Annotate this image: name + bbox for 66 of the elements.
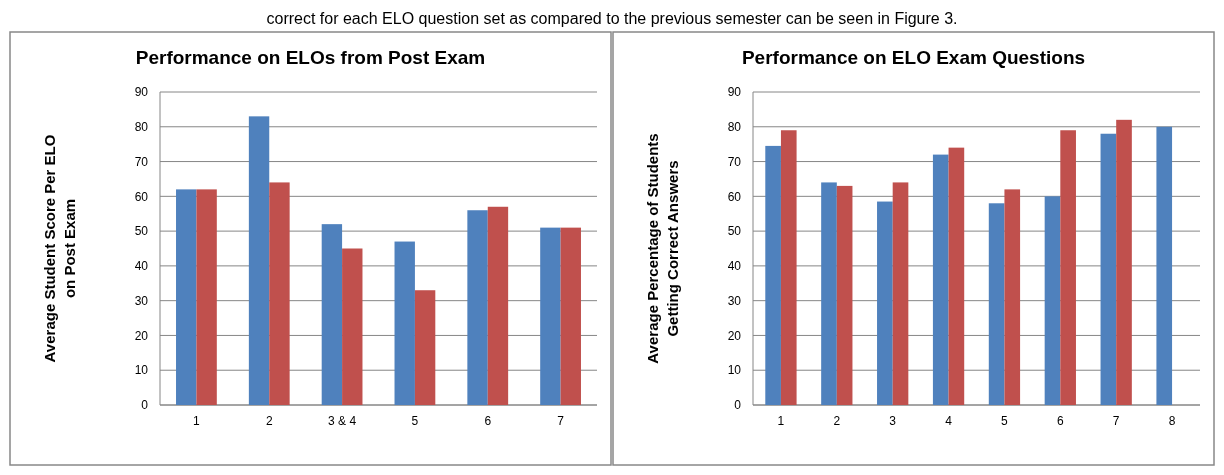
y-tick-label: 80 [134,119,149,134]
y-tick-label: 60 [727,189,742,204]
bar [1156,126,1173,405]
bar [988,203,1005,405]
bar [1116,119,1132,405]
bar [321,224,343,405]
y-tick-label: 40 [727,259,742,274]
bar [176,189,197,405]
y-tick-label: 80 [727,119,742,134]
x-tick-label: 5 [1001,414,1009,428]
bar [1004,189,1021,405]
x-tick-label: 3 & 4 [328,414,357,428]
chart-title: Performance on ELOs from Post Exam [135,47,486,68]
x-tick-label: 8 [1168,414,1176,428]
x-tick-label: 2 [833,414,841,428]
bar [414,290,436,405]
y-axis-title: Average Percentage of Students Getting Correct Answers [644,133,681,364]
y-tick-label: 20 [727,328,742,343]
bar [342,248,363,405]
bar [765,145,781,405]
x-tick-label: 2 [265,414,273,428]
text: correct for each ELO question set as compared to the previous semester can be seen in Figure 3. [266,10,958,27]
bar [821,182,837,405]
y-tick-label: 50 [134,224,149,239]
x-tick-label: 7 [1112,414,1120,428]
y-tick-label: 90 [727,85,742,100]
x-tick-label: 4 [945,414,953,428]
bar [248,116,270,405]
bar [948,147,965,405]
y-tick-label: 0 [141,398,149,413]
y-tick-label: 10 [134,363,149,378]
bar [540,227,561,405]
y-tick-label: 30 [727,293,742,308]
y-tick-label: 70 [727,154,742,169]
bar [467,210,488,405]
bar [1060,130,1076,405]
x-tick-label: 1 [777,414,785,428]
x-tick-label: 7 [557,414,565,428]
chart-title: Performance on ELO Exam Questions [741,47,1086,68]
x-tick-label: 5 [411,414,419,428]
bar [269,182,290,405]
y-tick-label: 10 [727,363,742,378]
y-tick-label: 30 [134,293,149,308]
y-tick-label: 40 [134,259,149,274]
x-tick-label: 6 [1056,414,1064,428]
bar [394,241,415,405]
y-tick-label: 0 [734,398,742,413]
bar [892,182,909,405]
bar [196,189,217,405]
bar [932,154,949,405]
x-tick-label: 3 [889,414,897,428]
y-tick-label: 60 [134,189,149,204]
bar [1044,196,1061,405]
bar [877,201,893,405]
x-tick-label: 1 [193,414,201,428]
bar [780,130,797,405]
x-tick-label: 6 [484,414,492,428]
y-tick-label: 50 [727,224,742,239]
y-tick-label: 70 [134,154,149,169]
bar [487,206,509,405]
bar [1100,133,1117,405]
y-tick-label: 90 [134,85,149,100]
bar [836,185,853,405]
y-axis-title: Average Student Score Per ELO on Post Exam [41,134,78,363]
y-tick-label: 20 [134,328,149,343]
bar [560,227,581,405]
